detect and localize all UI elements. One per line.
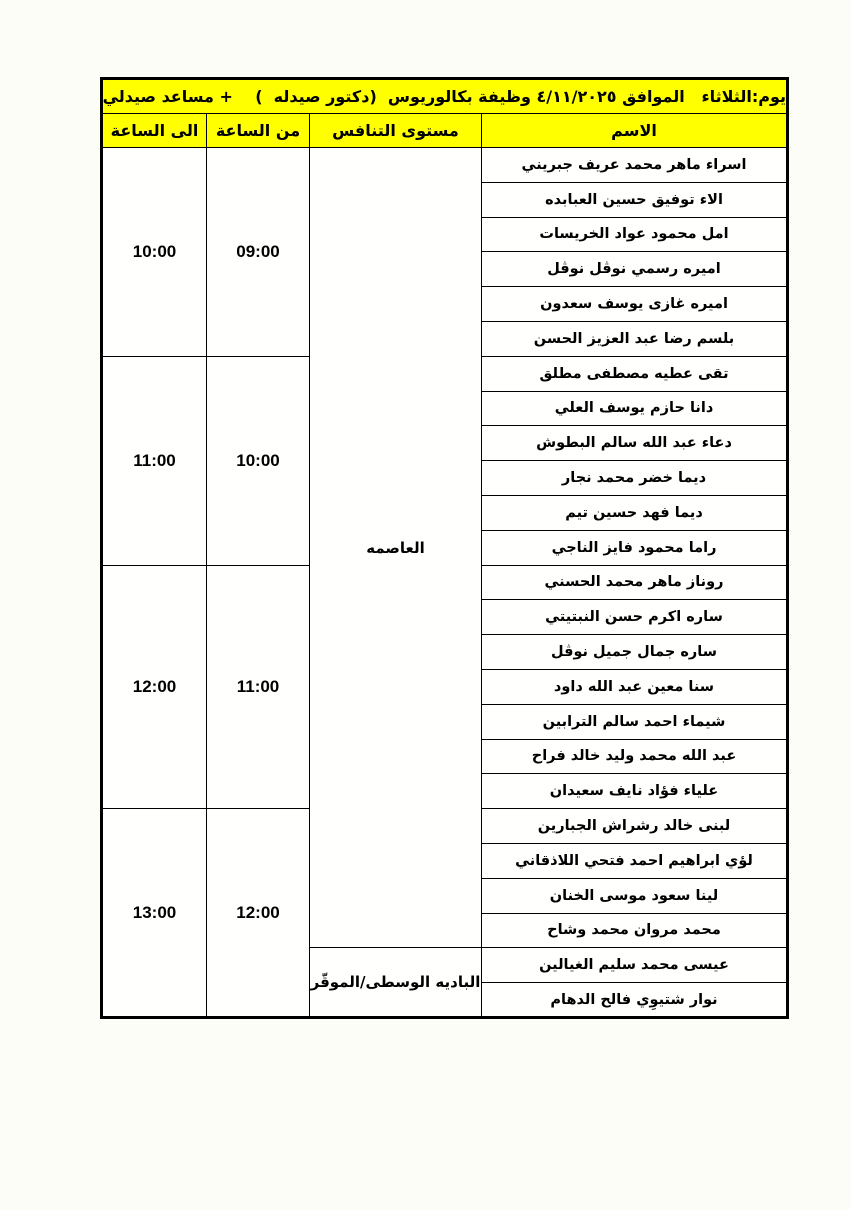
time-to-block-4: 13:00 — [101, 808, 207, 1018]
competition-level-badia: الباديه الوسطى/الموقّر — [309, 947, 482, 1018]
table-row: لينا سعود موسى الخنان — [102, 877, 788, 914]
candidate-name: سنا معين عبد الله داود — [481, 668, 788, 705]
table-row: امل محمود عواد الخريسات — [102, 216, 788, 253]
time-to-block-1: 10:00 — [101, 147, 207, 357]
table-row: ساره اكرم حسن النبتيتي — [102, 599, 788, 636]
table-row: عيسى محمد سليم الغيالين الباديه الوسطى/ا… — [102, 947, 788, 1018]
table-row: دعاء عبد الله سالم البطوش — [102, 425, 788, 462]
candidate-name: تقى عطيه مصطفى مطلق — [481, 355, 788, 392]
table-row: ديما فهد حسين تيم — [102, 494, 788, 531]
interview-schedule-table: يوم:الثلاثاء الموافق ٤/١١/٢٠٢٥ وظيفة بكا… — [100, 77, 789, 1019]
column-header-from: من الساعة — [206, 113, 310, 148]
competition-level-capital: العاصمه — [309, 146, 482, 949]
candidate-name: دانا حازم يوسف العلي — [481, 390, 788, 427]
table-row: تقى عطيه مصطفى مطلق 10:00 11:00 — [101, 355, 788, 566]
table-row: لبنى خالد رشراش الجبارين 12:00 13:00 — [101, 808, 788, 1018]
candidate-name: اميره رسمي نوڤل نوڤل — [481, 251, 788, 288]
candidate-name: راما محمود فايز الناجي — [481, 529, 788, 566]
table-row: لؤي ابراهيم احمد فتحي اللاذقاني — [102, 842, 788, 879]
candidate-name: علياء فؤاد نايف سعيدان — [481, 773, 788, 810]
time-to-block-2: 11:00 — [101, 355, 207, 566]
table-row: محمد مروان محمد وشاح — [102, 912, 788, 949]
table-row: عبد الله محمد وليد خالد فراح — [102, 738, 788, 775]
candidate-name: لبنى خالد رشراش الجبارين — [481, 808, 788, 844]
candidate-name: ديما خضر محمد نجار — [481, 460, 788, 496]
table-row: شيماء احمد سالم الترابين — [102, 703, 788, 740]
candidate-name: دعاء عبد الله سالم البطوش — [481, 425, 788, 462]
column-header-level: مستوى التنافس — [309, 113, 482, 148]
table-row: روناز ماهر محمد الحسني 11:00 12:00 — [101, 564, 788, 810]
table-row: الاء توفيق حسين العبابده — [102, 181, 788, 218]
candidate-name: بلسم رضا عبد العزيز الحسن — [481, 320, 788, 357]
candidate-name: ساره جمال جميل نوڤل — [481, 634, 788, 670]
time-from-block-1: 09:00 — [206, 147, 310, 357]
candidate-name: عبد الله محمد وليد خالد فراح — [481, 738, 788, 775]
table-row: اميره رسمي نوڤل نوڤل — [102, 251, 788, 288]
candidate-name: روناز ماهر محمد الحسني — [481, 564, 788, 601]
table-row: ديما خضر محمد نجار — [102, 460, 788, 496]
table-row: اميره غازى يوسف سعدون — [102, 286, 788, 322]
candidate-name: اسراء ماهر محمد عريف جبريني — [481, 147, 788, 183]
table-title: يوم:الثلاثاء الموافق ٤/١١/٢٠٢٥ وظيفة بكا… — [101, 78, 788, 114]
table-row: اسراء ماهر محمد عريف جبريني العاصمه 09:0… — [101, 146, 788, 949]
time-from-block-2: 10:00 — [206, 355, 310, 566]
candidate-name: شيماء احمد سالم الترابين — [481, 703, 788, 740]
candidate-name: امل محمود عواد الخريسات — [481, 216, 788, 253]
table-row: بلسم رضا عبد العزيز الحسن — [102, 320, 788, 357]
candidate-name: لينا سعود موسى الخنان — [481, 877, 788, 914]
table-row: نوار شتيوِي فالح الدهام — [102, 982, 788, 1018]
column-header-name: الاسم — [481, 113, 788, 148]
table-row: دانا حازم يوسف العلي — [102, 390, 788, 427]
time-from-block-4: 12:00 — [206, 808, 310, 1018]
candidate-name: نوار شتيوِي فالح الدهام — [481, 982, 788, 1018]
candidate-name: عيسى محمد سليم الغيالين — [481, 947, 788, 984]
time-to-block-3: 12:00 — [101, 564, 207, 810]
column-header-to: الى الساعة — [101, 113, 207, 148]
candidate-name: اميره غازى يوسف سعدون — [481, 286, 788, 322]
candidate-name: ساره اكرم حسن النبتيتي — [481, 599, 788, 636]
candidate-name: لؤي ابراهيم احمد فتحي اللاذقاني — [481, 842, 788, 879]
candidate-name: الاء توفيق حسين العبابده — [481, 181, 788, 218]
candidate-name: محمد مروان محمد وشاح — [481, 912, 788, 949]
table-row: راما محمود فايز الناجي — [102, 529, 788, 566]
table-title-row: يوم:الثلاثاء الموافق ٤/١١/٢٠٢٥ وظيفة بكا… — [101, 78, 788, 114]
table-header-row: الاسم مستوى التنافس من الساعة الى الساعة — [101, 113, 788, 148]
time-from-block-3: 11:00 — [206, 564, 310, 810]
candidate-name: ديما فهد حسين تيم — [481, 494, 788, 531]
